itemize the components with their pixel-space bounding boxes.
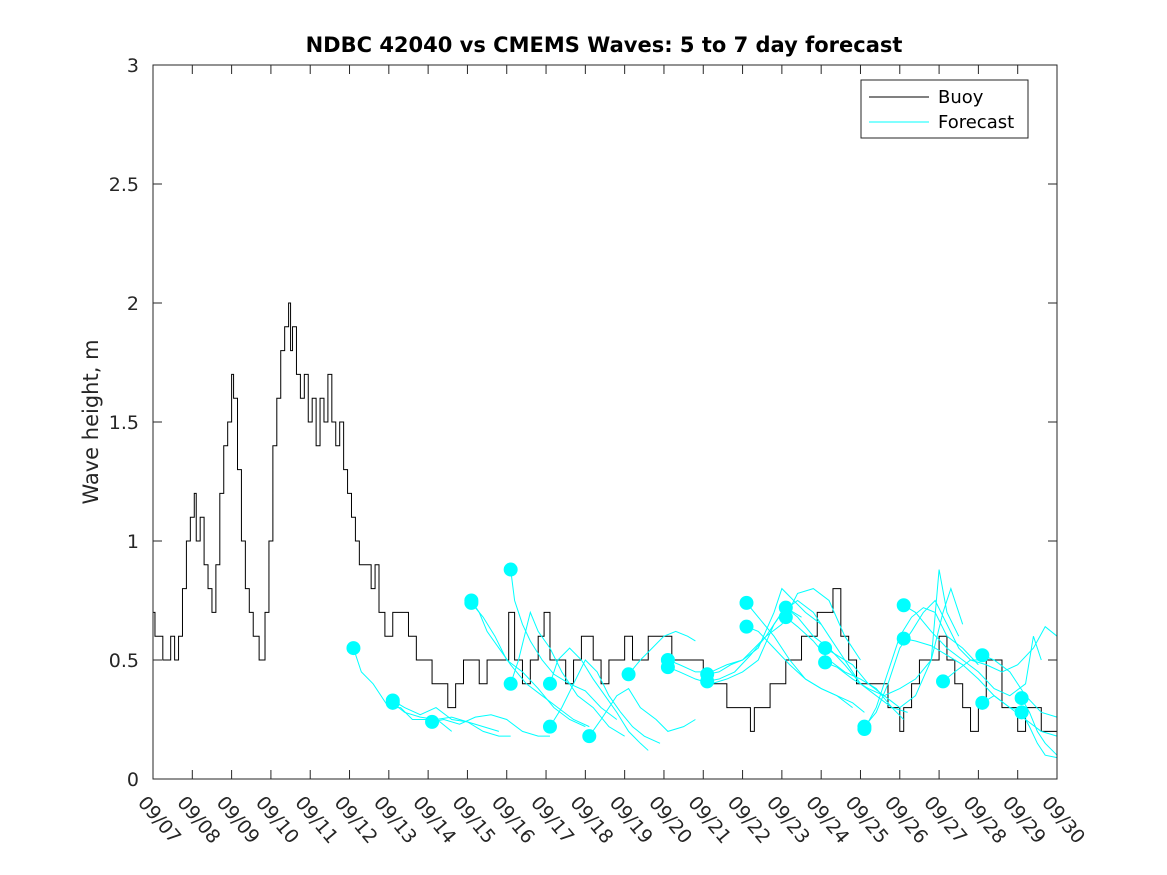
forecast-series-line <box>903 604 1042 697</box>
forecast-series-line <box>392 700 511 737</box>
forecast-series-line <box>392 702 500 732</box>
forecast-start-point <box>896 598 911 613</box>
y-axis-label: Wave height, m <box>79 339 103 504</box>
forecast-start-point <box>975 695 990 710</box>
forecast-series-line <box>824 569 960 697</box>
forecast-start-point <box>503 562 518 577</box>
forecast-start-point <box>464 595 479 610</box>
forecast-start-point <box>700 674 715 689</box>
legend: Buoy Forecast <box>860 79 1029 139</box>
plot-region <box>153 302 1058 759</box>
y-tick-label: 3 <box>127 55 139 77</box>
forecast-series-line <box>942 625 1058 682</box>
forecast-series-line <box>982 654 1058 718</box>
y-tick-label: 2 <box>127 293 139 315</box>
forecast-series-line <box>863 607 979 730</box>
forecast-series-line <box>707 588 861 675</box>
forecast-series-line <box>510 610 625 737</box>
forecast-series-line <box>470 602 586 728</box>
forecast-start-point <box>857 722 872 737</box>
y-tick-label: 0 <box>127 769 139 791</box>
forecast-series-line <box>785 616 905 720</box>
legend-label-forecast: Forecast <box>938 112 1014 133</box>
forecast-series-line <box>785 607 908 713</box>
forecast-start-point <box>818 641 833 656</box>
y-tick-label: 1 <box>127 531 139 553</box>
forecast-start-point <box>542 719 557 734</box>
forecast-start-point <box>1014 705 1029 720</box>
forecast-start-point <box>503 676 518 691</box>
forecast-start-point <box>1014 691 1029 706</box>
forecast-series-line <box>549 659 661 744</box>
forecast-start-point <box>542 676 557 691</box>
legend-box <box>860 79 1029 139</box>
y-axis: 0 0.5 1 1.5 2 2.5 3 <box>109 55 1057 791</box>
forecast-start-point <box>621 667 636 682</box>
forecast-series-line <box>549 647 649 751</box>
y-tick-label: 1.5 <box>109 412 139 434</box>
forecast-start-point <box>739 595 754 610</box>
forecast-start-point <box>346 641 361 656</box>
forecast-start-point <box>385 693 400 708</box>
forecast-start-point <box>582 729 597 744</box>
legend-label-buoy: Buoy <box>938 87 984 108</box>
forecast-series-line <box>470 600 590 728</box>
forecast-series-line <box>864 599 983 727</box>
forecast-series-line <box>588 687 696 737</box>
forecast-start-point <box>660 660 675 675</box>
forecast-start-point <box>896 631 911 646</box>
chart-title: NDBC 42040 vs CMEMS Waves: 5 to 7 day fo… <box>306 33 903 57</box>
forecast-start-point <box>818 655 833 670</box>
forecast-series-line <box>431 714 550 737</box>
y-tick-label: 0.5 <box>109 650 139 672</box>
forecast-series-line <box>510 569 618 720</box>
forecast-start-point <box>975 648 990 663</box>
forecast-series-line <box>1021 697 1058 756</box>
forecast-start-point <box>739 619 754 634</box>
y-tick-label: 2.5 <box>109 174 139 196</box>
forecast-start-point <box>778 610 793 625</box>
forecast-start-point <box>425 714 440 729</box>
forecast-series-line <box>628 630 696 675</box>
buoy-series-line <box>153 302 1057 732</box>
forecast-series-line <box>746 626 853 708</box>
forecast-series-line <box>1021 712 1058 759</box>
forecast-start-point <box>936 674 951 689</box>
